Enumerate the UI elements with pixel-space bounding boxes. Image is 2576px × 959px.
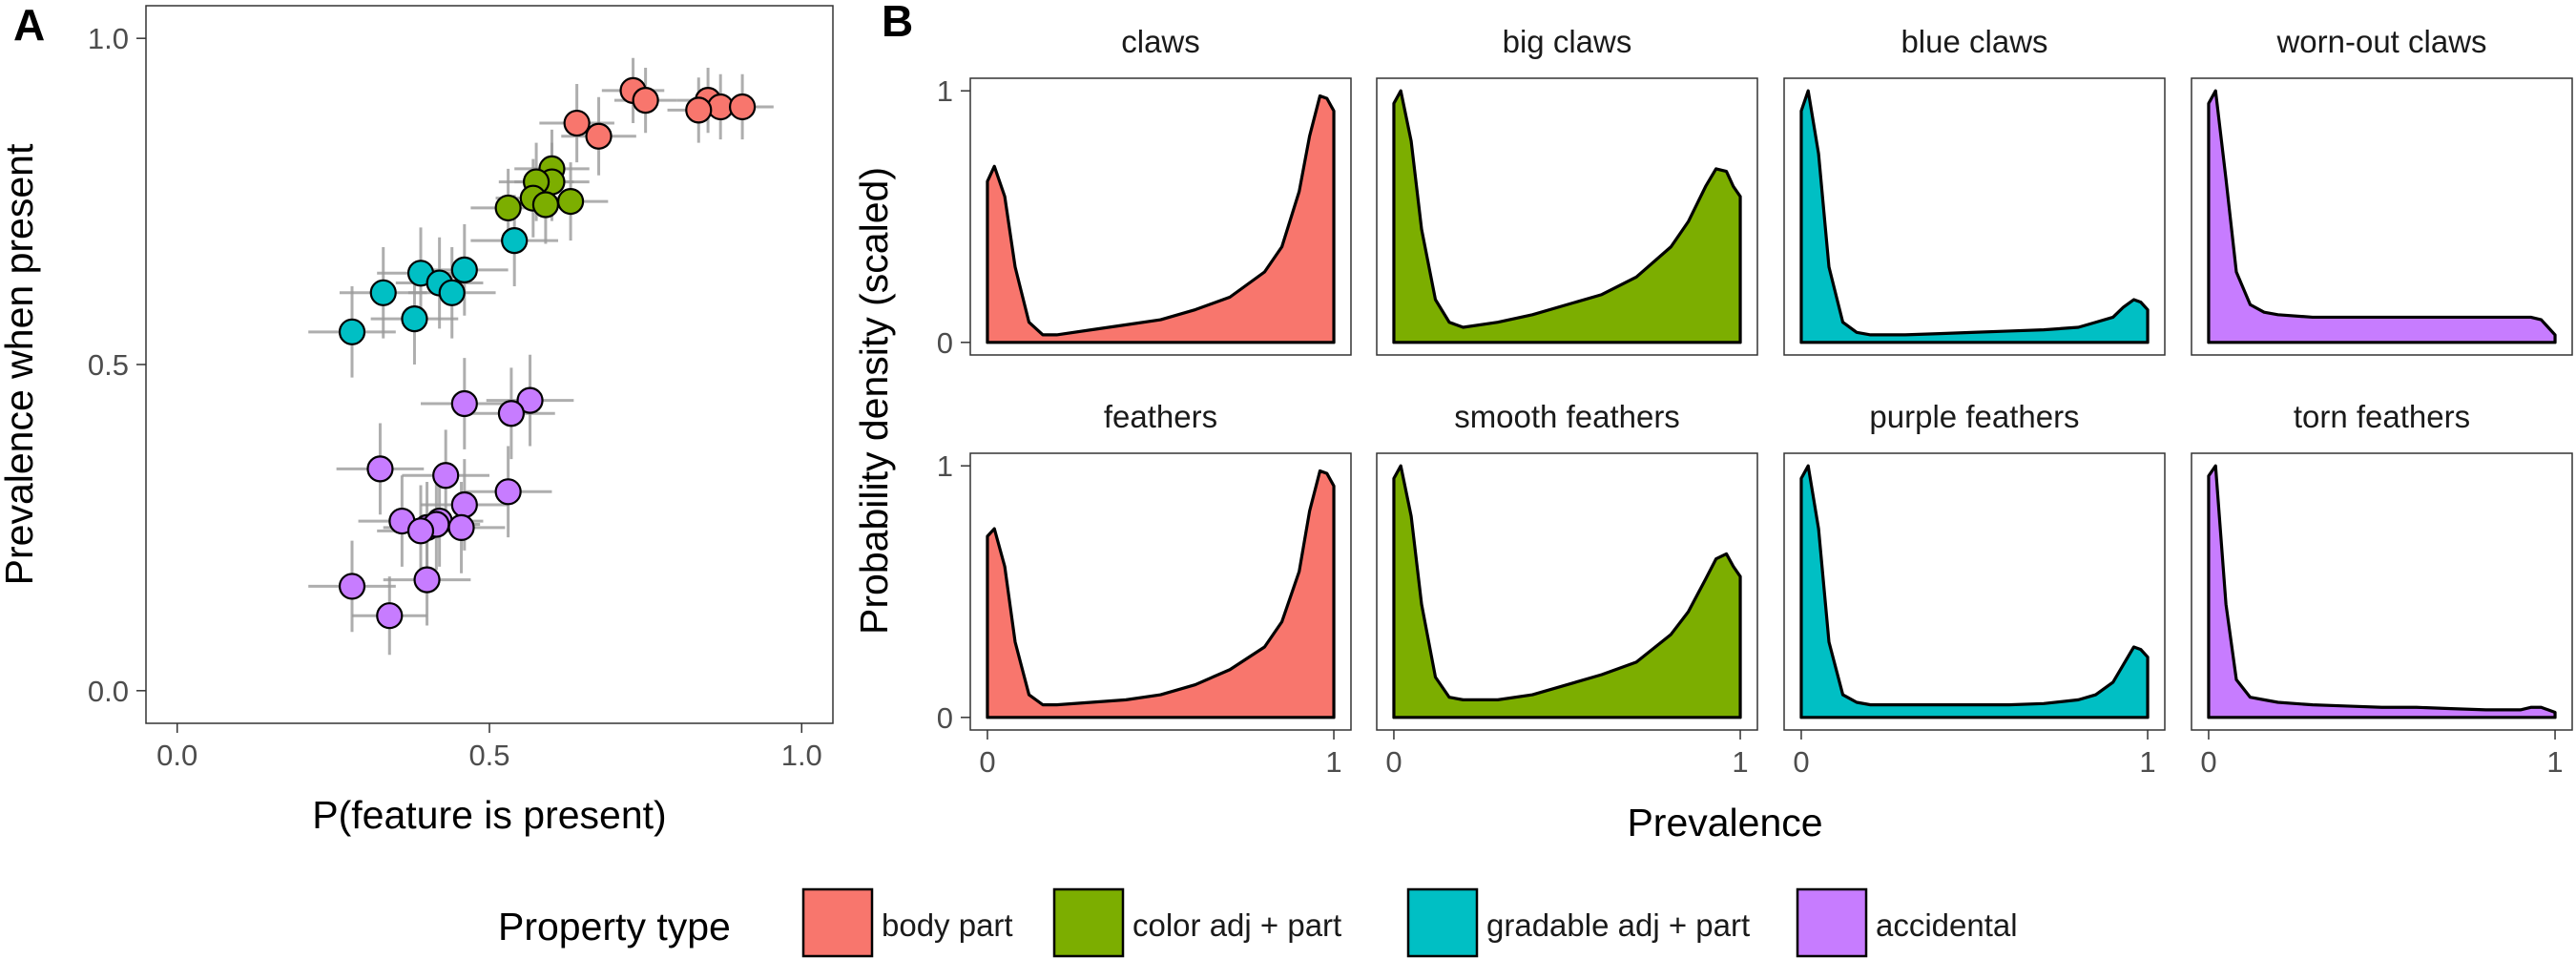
facet-title: claws [1121, 24, 1200, 59]
legend-label: accidental [1876, 907, 2018, 943]
legend-entries: body part color adj + part gradable adj + … [801, 887, 2018, 958]
facet-title: purple feathers [1869, 399, 2079, 434]
scatter-point [563, 109, 591, 137]
legend-swatch [1052, 887, 1125, 958]
scatter-point [450, 389, 478, 418]
legend-swatch [801, 887, 874, 958]
scatter-point [406, 517, 435, 545]
panel-a-points [338, 76, 757, 630]
facet-claws: claws 0 1 [937, 24, 1352, 360]
panel-a-error-bars [308, 57, 774, 656]
y-tick-label: 0.0 [88, 675, 129, 708]
x-tick-label: 0 [979, 745, 995, 779]
facet-frame [969, 77, 1352, 356]
x-tick-label: 0 [1793, 745, 1809, 779]
x-tick-label: 0.0 [156, 739, 197, 772]
x-tick-label: 1.0 [781, 739, 822, 772]
scatter-point [531, 191, 560, 219]
panel-b-facets: claws 0 1 big claws blue claws worn-out claws… [937, 24, 2573, 779]
scatter-point [728, 93, 757, 121]
scatter-point [401, 305, 428, 333]
facet-feathers: feathers 0 1 0 1 [937, 399, 1352, 779]
legend-swatch [1406, 887, 1479, 958]
legend: Property type body part color adj + part g… [498, 887, 2018, 958]
facet-title: worn-out claws [2275, 24, 2486, 59]
facet-big-claws: big claws [1376, 24, 1758, 356]
scatter-point [497, 400, 526, 427]
density-area [986, 94, 1336, 344]
scatter-point [516, 386, 544, 414]
scatter-point [494, 194, 522, 222]
legend-title: Property type [498, 905, 731, 949]
facet-frame [2191, 77, 2573, 356]
density-area [986, 469, 1336, 719]
facet-frame [2191, 452, 2573, 731]
scatter-point [450, 490, 478, 519]
y-tick-label: 0.5 [88, 348, 129, 382]
scatter-point [447, 513, 475, 542]
scatter-point [438, 279, 466, 306]
facet-frame [1376, 452, 1758, 731]
legend-label: gradable adj + part [1486, 907, 1750, 943]
facet-title: smooth feathers [1454, 399, 1680, 434]
panel-b-x-axis-title: Prevalence [1627, 801, 1822, 844]
density-area [1799, 464, 2150, 719]
density-area [1799, 89, 2150, 344]
panel-a-letter: A [13, 0, 45, 50]
facet-torn-feathers: torn feathers 0 1 [2191, 399, 2573, 779]
panel-b-letter: B [882, 0, 913, 46]
x-tick-label: 1 [2139, 745, 2155, 779]
scatter-point [338, 573, 366, 600]
scatter-point [369, 279, 397, 306]
panel-b-y-axis-title: Probability density (scaled) [852, 167, 896, 635]
scatter-point [494, 478, 522, 506]
x-tick-label: 0.5 [468, 739, 509, 772]
scatter-point [366, 455, 394, 483]
scatter-point [376, 602, 404, 630]
facet-frame [1376, 77, 1758, 356]
density-area [1392, 89, 1742, 344]
facet-frame [1783, 77, 2166, 356]
y-tick-label: 1 [937, 74, 953, 108]
y-tick-label: 0 [937, 326, 953, 360]
density-area [1392, 464, 1742, 719]
legend-label: color adj + part [1132, 907, 1341, 943]
density-area [2207, 89, 2557, 344]
facet-frame [969, 452, 1352, 731]
y-tick-label: 1 [937, 449, 953, 483]
panel-a-x-axis-title: P(feature is present) [312, 793, 666, 837]
y-tick-label: 1.0 [88, 22, 129, 55]
x-tick-label: 1 [1325, 745, 1341, 779]
scatter-point [338, 318, 366, 345]
x-tick-label: 1 [1732, 745, 1748, 779]
scatter-point [432, 462, 460, 490]
facet-title: feathers [1104, 399, 1217, 434]
x-tick-label: 0 [1385, 745, 1402, 779]
scatter-point [585, 122, 613, 150]
facet-smooth-feathers: smooth feathers 0 1 [1376, 399, 1758, 779]
facet-frame [1783, 452, 2166, 731]
x-tick-label: 0 [2200, 745, 2216, 779]
scatter-point [413, 566, 441, 594]
density-area [2207, 464, 2557, 719]
facet-title: blue claws [1901, 24, 2047, 59]
scatter-point [685, 96, 713, 124]
scatter-point [556, 187, 585, 216]
x-tick-label: 1 [2546, 745, 2563, 779]
panel-a-y-axis-title: Prevalence when present [0, 143, 41, 585]
legend-swatch [1796, 887, 1868, 958]
facet-worn-out-claws: worn-out claws [2191, 24, 2573, 356]
facet-title: big claws [1503, 24, 1632, 59]
scatter-point [632, 87, 659, 115]
facet-purple-feathers: purple feathers 0 1 [1783, 399, 2166, 779]
scatter-point [450, 256, 478, 283]
scatter-point [501, 227, 529, 255]
facet-title: torn feathers [2294, 399, 2470, 434]
facet-blue-claws: blue claws [1783, 24, 2166, 356]
y-tick-label: 0 [937, 701, 953, 735]
legend-label: body part [882, 907, 1013, 943]
panel-a-axes: 0.0 0.5 1.0 0.0 0.5 1.0 [88, 22, 822, 772]
